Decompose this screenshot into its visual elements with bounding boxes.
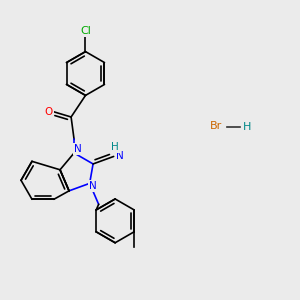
Text: O: O <box>44 106 53 117</box>
Text: H: H <box>243 122 252 132</box>
Text: N: N <box>89 182 97 191</box>
Text: N: N <box>116 151 124 161</box>
Text: Br: Br <box>210 121 222 131</box>
Text: Cl: Cl <box>80 26 91 36</box>
Text: H: H <box>111 142 119 152</box>
Text: N: N <box>74 144 82 154</box>
